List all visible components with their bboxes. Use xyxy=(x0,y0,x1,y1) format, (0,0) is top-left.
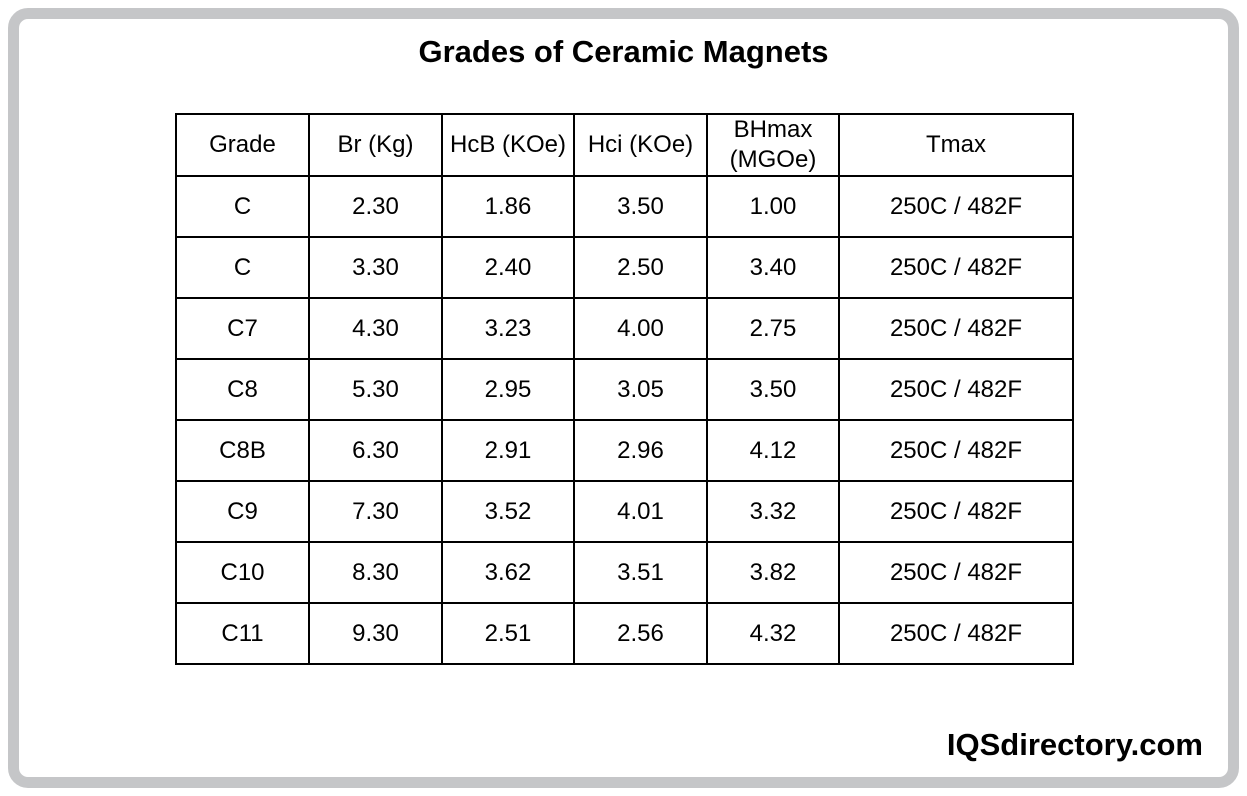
table-cell: 250C / 482F xyxy=(838,175,1074,238)
table-cell: 5.30 xyxy=(308,358,443,421)
table-cell: 6.30 xyxy=(308,419,443,482)
table-cell: 3.32 xyxy=(706,480,840,543)
table-cell: 2.30 xyxy=(308,175,443,238)
table-cell: 3.23 xyxy=(441,297,575,360)
table-row: C 2.30 1.86 3.50 1.00 250C / 482F xyxy=(175,175,1074,238)
table-cell: 2.75 xyxy=(706,297,840,360)
table-row: C9 7.30 3.52 4.01 3.32 250C / 482F xyxy=(175,480,1074,543)
table-cell: 3.40 xyxy=(706,236,840,299)
table-cell: C8B xyxy=(175,419,310,482)
table-row: C7 4.30 3.23 4.00 2.75 250C / 482F xyxy=(175,297,1074,360)
column-header: Tmax xyxy=(838,113,1074,177)
table-cell: 3.82 xyxy=(706,541,840,604)
table-body: C 2.30 1.86 3.50 1.00 250C / 482F C 3.30 2.40 2.5… xyxy=(175,175,1074,665)
table-cell: C7 xyxy=(175,297,310,360)
table-cell: 250C / 482F xyxy=(838,480,1074,543)
table-cell: 8.30 xyxy=(308,541,443,604)
table-cell: 250C / 482F xyxy=(838,236,1074,299)
table-row: C11 9.30 2.51 2.56 4.32 250C / 482F xyxy=(175,602,1074,665)
table-cell: 1.86 xyxy=(441,175,575,238)
table-cell: 4.01 xyxy=(573,480,708,543)
table-cell: 2.95 xyxy=(441,358,575,421)
watermark-iqsdirectory: IQSdirectory.com xyxy=(946,727,1203,762)
table-cell: 3.50 xyxy=(573,175,708,238)
table-cell: C8 xyxy=(175,358,310,421)
table-cell: 3.30 xyxy=(308,236,443,299)
table-cell: 4.30 xyxy=(308,297,443,360)
table-cell: 2.50 xyxy=(573,236,708,299)
table-cell: 3.62 xyxy=(441,541,575,604)
table-cell: C9 xyxy=(175,480,310,543)
column-header: BHmax (MGOe) xyxy=(706,113,840,177)
table-cell: 4.32 xyxy=(706,602,840,665)
table-cell: 2.56 xyxy=(573,602,708,665)
table-cell: C xyxy=(175,175,310,238)
table-cell: 3.52 xyxy=(441,480,575,543)
table-cell: C xyxy=(175,236,310,299)
table-cell: 3.05 xyxy=(573,358,708,421)
table-row: C8 5.30 2.95 3.05 3.50 250C / 482F xyxy=(175,358,1074,421)
table-header-row: Grade Br (Kg) HcB (KOe) Hci (KOe) BHmax (MGO… xyxy=(175,113,1074,177)
column-header: Grade xyxy=(175,113,310,177)
table-row: C10 8.30 3.62 3.51 3.82 250C / 482F xyxy=(175,541,1074,604)
table-cell: 9.30 xyxy=(308,602,443,665)
table-cell: 250C / 482F xyxy=(838,541,1074,604)
table-cell: 2.51 xyxy=(441,602,575,665)
table-cell: 1.00 xyxy=(706,175,840,238)
column-header: Br (Kg) xyxy=(308,113,443,177)
ceramic-magnet-grades-table: Grade Br (Kg) HcB (KOe) Hci (KOe) BHmax (MGO… xyxy=(175,113,1074,665)
table-cell: 250C / 482F xyxy=(838,602,1074,665)
table-cell: 250C / 482F xyxy=(838,419,1074,482)
table-cell: C10 xyxy=(175,541,310,604)
table-cell: C11 xyxy=(175,602,310,665)
table-cell: 250C / 482F xyxy=(838,358,1074,421)
table-cell: 7.30 xyxy=(308,480,443,543)
column-header: HcB (KOe) xyxy=(441,113,575,177)
table-cell: 3.51 xyxy=(573,541,708,604)
table-cell: 2.91 xyxy=(441,419,575,482)
table-cell: 3.50 xyxy=(706,358,840,421)
table-row: C8B 6.30 2.91 2.96 4.12 250C / 482F xyxy=(175,419,1074,482)
table-cell: 250C / 482F xyxy=(838,297,1074,360)
table-cell: 2.96 xyxy=(573,419,708,482)
table-cell: 4.00 xyxy=(573,297,708,360)
table-header: Grade Br (Kg) HcB (KOe) Hci (KOe) BHmax (MGO… xyxy=(175,113,1074,177)
column-header: Hci (KOe) xyxy=(573,113,708,177)
table-cell: 2.40 xyxy=(441,236,575,299)
table-row: C 3.30 2.40 2.50 3.40 250C / 482F xyxy=(175,236,1074,299)
page-title: Grades of Ceramic Magnets xyxy=(418,34,829,69)
table-cell: 4.12 xyxy=(706,419,840,482)
